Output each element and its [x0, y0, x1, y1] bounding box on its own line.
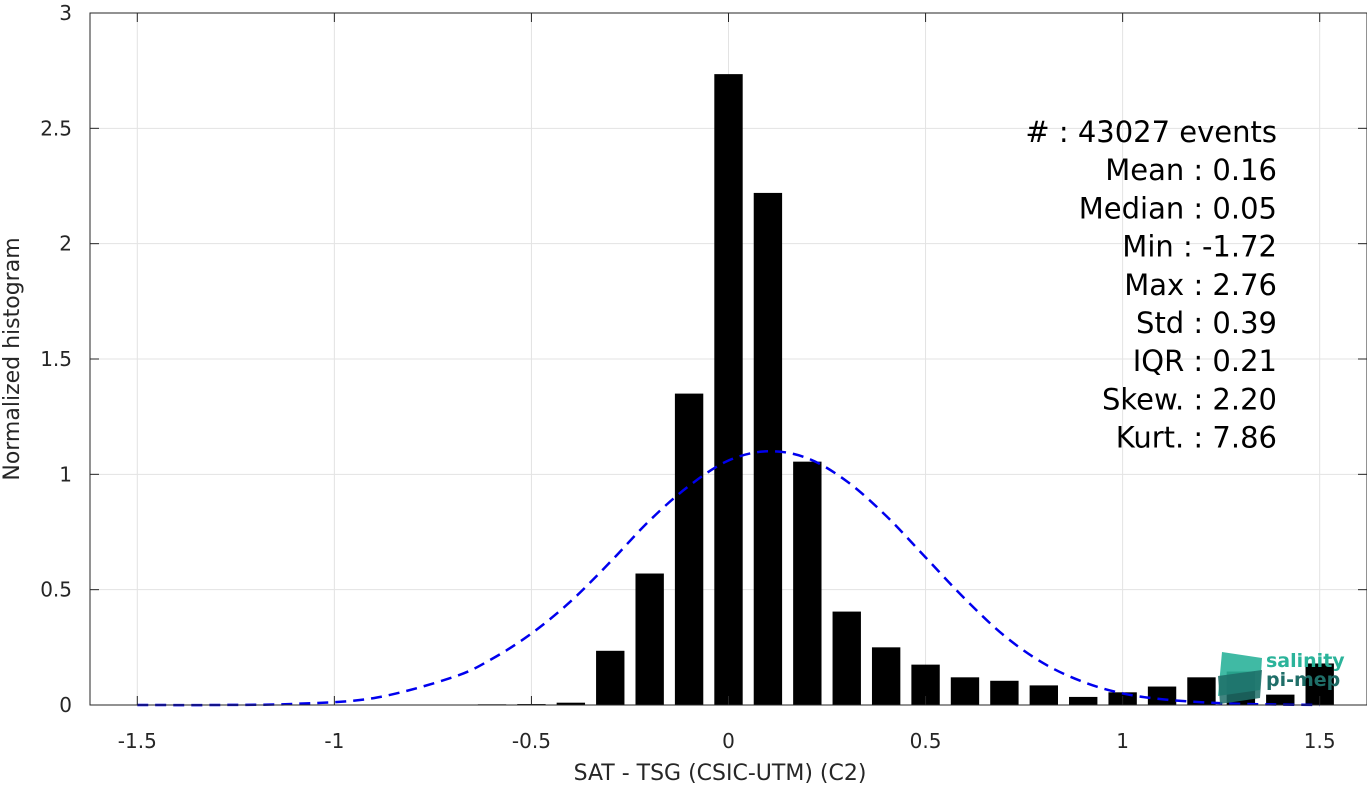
normal-fit-curve: [137, 449, 1320, 707]
y-axis-label: Normalized histogram: [0, 237, 25, 480]
stat-line: Std : 0.39: [1136, 306, 1277, 340]
stat-line: IQR : 0.21: [1133, 344, 1277, 378]
y-tick-label: 2.5: [40, 116, 72, 140]
histogram-bar: [950, 677, 980, 705]
histogram-bar: [674, 393, 704, 705]
x-tick-label: -1.5: [118, 729, 157, 753]
y-tick-label: 0.5: [40, 578, 72, 602]
stat-line: Mean : 0.16: [1105, 153, 1277, 187]
x-tick-label: 0.5: [910, 729, 942, 753]
stat-line: Skew. : 2.20: [1102, 382, 1277, 416]
x-axis-ticks: -1.5 -1 -0.5 0 0.5 1 1.5: [118, 13, 1336, 753]
y-tick-label: 0: [59, 693, 72, 717]
histogram-bar: [714, 74, 743, 706]
x-tick-label: 0: [722, 729, 735, 753]
logo-line1: salinity: [1266, 650, 1345, 672]
histogram-bar: [1029, 685, 1058, 705]
histogram-bar: [556, 702, 586, 705]
y-tick-label: 1: [59, 462, 72, 486]
x-tick-label: -0.5: [512, 729, 551, 753]
histogram-bar: [990, 680, 1019, 705]
histogram-bar: [753, 192, 783, 706]
x-tick-label: 1.5: [1304, 729, 1336, 753]
stat-line: Kurt. : 7.86: [1116, 421, 1277, 455]
salinity-pi-mep-logo: salinity pi-mep: [1218, 650, 1345, 704]
stat-line: # : 43027 events: [1025, 115, 1277, 149]
histogram-bar: [596, 650, 625, 705]
y-tick-label: 2: [59, 232, 72, 256]
logo-mark-shadow-icon: [1218, 670, 1262, 704]
histogram-bar: [635, 573, 664, 705]
histogram-bar: [1147, 686, 1177, 705]
x-tick-label: -1: [324, 729, 344, 753]
histogram-bar: [1187, 677, 1216, 705]
statistics-annotation: # : 43027 events Mean : 0.16 Median : 0.05…: [1025, 115, 1277, 455]
histogram-bar: [1266, 694, 1295, 705]
stat-line: Min : -1.72: [1122, 230, 1277, 264]
histogram-bar: [793, 461, 822, 705]
histogram-bars: [477, 74, 1334, 706]
x-axis-label: SAT - TSG (CSIC-UTM) (C2): [574, 761, 867, 785]
stat-line: Max : 2.76: [1124, 268, 1277, 302]
histogram-bar: [1069, 696, 1098, 705]
histogram-bar: [871, 647, 901, 705]
stat-line: Median : 0.05: [1079, 191, 1277, 225]
logo-line2: pi-mep: [1266, 669, 1340, 691]
x-tick-label: 1: [1116, 729, 1129, 753]
y-tick-label: 3: [59, 1, 72, 25]
histogram-bar: [832, 611, 861, 705]
y-axis-ticks: 0 0.5 1 1.5 2 2.5 3: [40, 1, 1367, 717]
y-tick-label: 1.5: [40, 347, 72, 371]
